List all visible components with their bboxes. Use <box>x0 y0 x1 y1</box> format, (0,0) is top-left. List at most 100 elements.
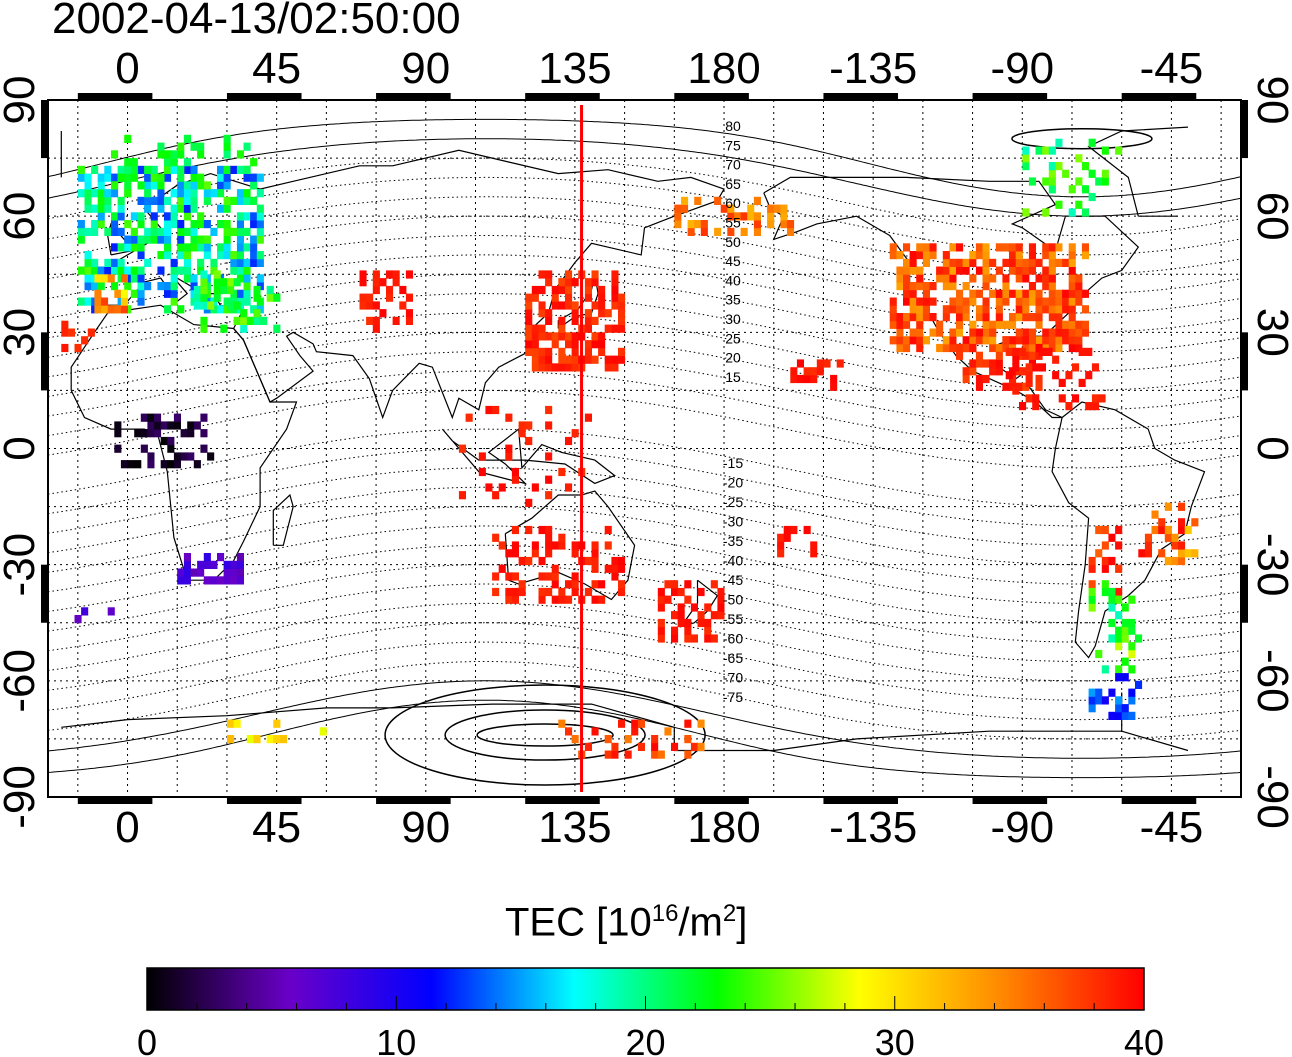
tec-cell <box>1081 185 1089 194</box>
tec-cell <box>157 181 165 190</box>
tec-cell <box>392 270 400 279</box>
tec-cell <box>177 305 185 314</box>
tec-cell <box>684 595 692 604</box>
tec-cell <box>104 258 112 267</box>
tec-cell <box>697 611 705 620</box>
tec-cell <box>223 220 231 229</box>
tec-cell <box>962 313 970 322</box>
tec-cell <box>830 382 838 391</box>
tec-cell <box>936 328 944 337</box>
tec-cell <box>511 525 519 535</box>
tec-cell <box>545 452 553 461</box>
tec-cell <box>1101 146 1109 155</box>
tec-cell <box>929 313 937 322</box>
tec-cell <box>989 336 997 345</box>
tec-cell <box>405 293 413 302</box>
tec-cell <box>734 212 742 221</box>
tec-cell <box>213 285 221 295</box>
tec-cell <box>207 301 215 310</box>
tec-cell <box>995 367 1003 376</box>
tec-cell <box>246 735 254 744</box>
tec-cell <box>1025 371 1033 380</box>
tec-cell <box>565 270 573 279</box>
tec-cell <box>896 282 904 291</box>
tec-cell <box>1088 138 1096 147</box>
tec-cell <box>379 278 387 287</box>
tec-cell <box>190 274 198 283</box>
tec-cell <box>1068 343 1076 353</box>
tec-cell <box>518 429 526 438</box>
tec-cell <box>130 212 138 221</box>
tec-cell <box>747 212 755 221</box>
lat-tick-label-left: -30 <box>0 533 44 597</box>
tec-cell <box>511 587 519 597</box>
tec-cell <box>995 359 1003 368</box>
tec-cell <box>498 564 506 573</box>
tec-cell <box>250 251 258 260</box>
tec-cell <box>1028 313 1036 322</box>
tec-cell <box>1002 297 1010 306</box>
tec-cell <box>571 309 579 318</box>
tec-cell <box>498 541 506 550</box>
tec-cell <box>190 189 198 198</box>
tec-cell <box>177 142 185 151</box>
tec-cell <box>359 301 367 310</box>
tec-cell <box>916 343 924 353</box>
tec-cell <box>584 742 592 751</box>
tec-cell <box>1115 564 1123 573</box>
tec-cell <box>359 278 367 287</box>
tec-cell <box>1144 533 1152 542</box>
tec-cell <box>81 336 89 345</box>
tec-cell <box>1009 289 1017 298</box>
tec-cell <box>1038 363 1046 372</box>
tec-cell <box>190 227 198 236</box>
tec-cell <box>889 297 897 306</box>
tec-cell <box>104 196 112 205</box>
tec-cell <box>170 204 178 213</box>
tec-cell <box>250 243 258 252</box>
tec-cell <box>1095 688 1103 697</box>
tec-cell <box>177 173 185 182</box>
tec-cell <box>134 429 142 438</box>
tec-cell <box>144 181 152 190</box>
tec-cell <box>1015 243 1023 252</box>
tec-cell <box>266 735 274 744</box>
tec-cell <box>969 359 977 368</box>
tec-cell <box>584 316 592 325</box>
tec-cell <box>243 227 251 236</box>
tec-cell <box>137 181 145 190</box>
tec-cell <box>624 750 632 759</box>
tec-cell <box>217 220 225 229</box>
tec-cell <box>124 165 132 174</box>
tec-cell <box>256 235 264 244</box>
tec-cell <box>372 270 380 279</box>
tec-cell <box>975 313 983 322</box>
tec-cell <box>518 580 526 589</box>
tec-cell <box>203 189 211 198</box>
tec-cell <box>1035 320 1043 329</box>
tec-cell <box>144 235 152 244</box>
tec-cell <box>120 460 128 469</box>
tec-cell <box>154 429 162 438</box>
tec-cell <box>1068 274 1076 283</box>
tec-cell <box>551 564 559 573</box>
tec-cell <box>124 243 132 252</box>
tec-cell <box>227 719 235 728</box>
tec-cell <box>1048 162 1056 171</box>
tec-cell <box>77 189 85 198</box>
tec-cell <box>545 363 553 372</box>
tec-cell <box>77 227 85 236</box>
tec-cell <box>84 189 92 198</box>
tec-cell <box>1178 541 1186 550</box>
tec-cell <box>545 541 553 550</box>
tec-cell <box>1055 289 1063 298</box>
tec-cell <box>150 220 158 229</box>
tec-cell <box>1062 258 1070 267</box>
tec-cell <box>1048 146 1056 155</box>
tec-cell <box>84 227 92 236</box>
mag-contour-line <box>48 564 1241 643</box>
tec-cell <box>137 297 145 306</box>
tec-cell <box>230 251 238 260</box>
tec-cell <box>236 576 244 585</box>
tec-cell <box>1048 297 1056 306</box>
